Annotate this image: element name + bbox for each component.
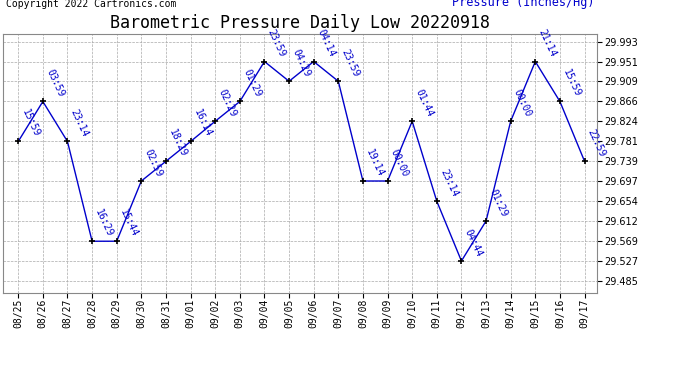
Text: 03:59: 03:59 bbox=[44, 68, 66, 99]
Text: 01:44: 01:44 bbox=[413, 88, 435, 118]
Text: 02:29: 02:29 bbox=[217, 88, 238, 118]
Text: 00:00: 00:00 bbox=[512, 88, 533, 118]
Text: 01:29: 01:29 bbox=[487, 188, 509, 218]
Text: 01:29: 01:29 bbox=[241, 68, 263, 99]
Text: 23:14: 23:14 bbox=[69, 108, 90, 139]
Text: 23:59: 23:59 bbox=[339, 48, 361, 78]
Text: 15:44: 15:44 bbox=[118, 208, 139, 238]
Text: 16:14: 16:14 bbox=[192, 108, 213, 139]
Text: 22:59: 22:59 bbox=[586, 128, 607, 159]
Text: 19:14: 19:14 bbox=[364, 147, 386, 178]
Text: 04:44: 04:44 bbox=[463, 227, 484, 258]
Text: 04:29: 04:29 bbox=[290, 48, 312, 78]
Text: 18:29: 18:29 bbox=[168, 128, 189, 159]
Text: Copyright 2022 Cartronics.com: Copyright 2022 Cartronics.com bbox=[6, 0, 177, 9]
Text: 15:59: 15:59 bbox=[561, 68, 583, 99]
Text: 04:14: 04:14 bbox=[315, 28, 337, 59]
Title: Barometric Pressure Daily Low 20220918: Barometric Pressure Daily Low 20220918 bbox=[110, 14, 490, 32]
Text: 23:14: 23:14 bbox=[438, 168, 460, 198]
Text: 00:00: 00:00 bbox=[389, 147, 411, 178]
Text: 23:59: 23:59 bbox=[266, 28, 287, 59]
Text: 16:29: 16:29 bbox=[93, 208, 115, 238]
Text: Pressure (Inches/Hg): Pressure (Inches/Hg) bbox=[451, 0, 594, 9]
Text: 02:59: 02:59 bbox=[143, 147, 164, 178]
Text: 21:14: 21:14 bbox=[537, 28, 558, 59]
Text: 15:59: 15:59 bbox=[19, 108, 41, 139]
